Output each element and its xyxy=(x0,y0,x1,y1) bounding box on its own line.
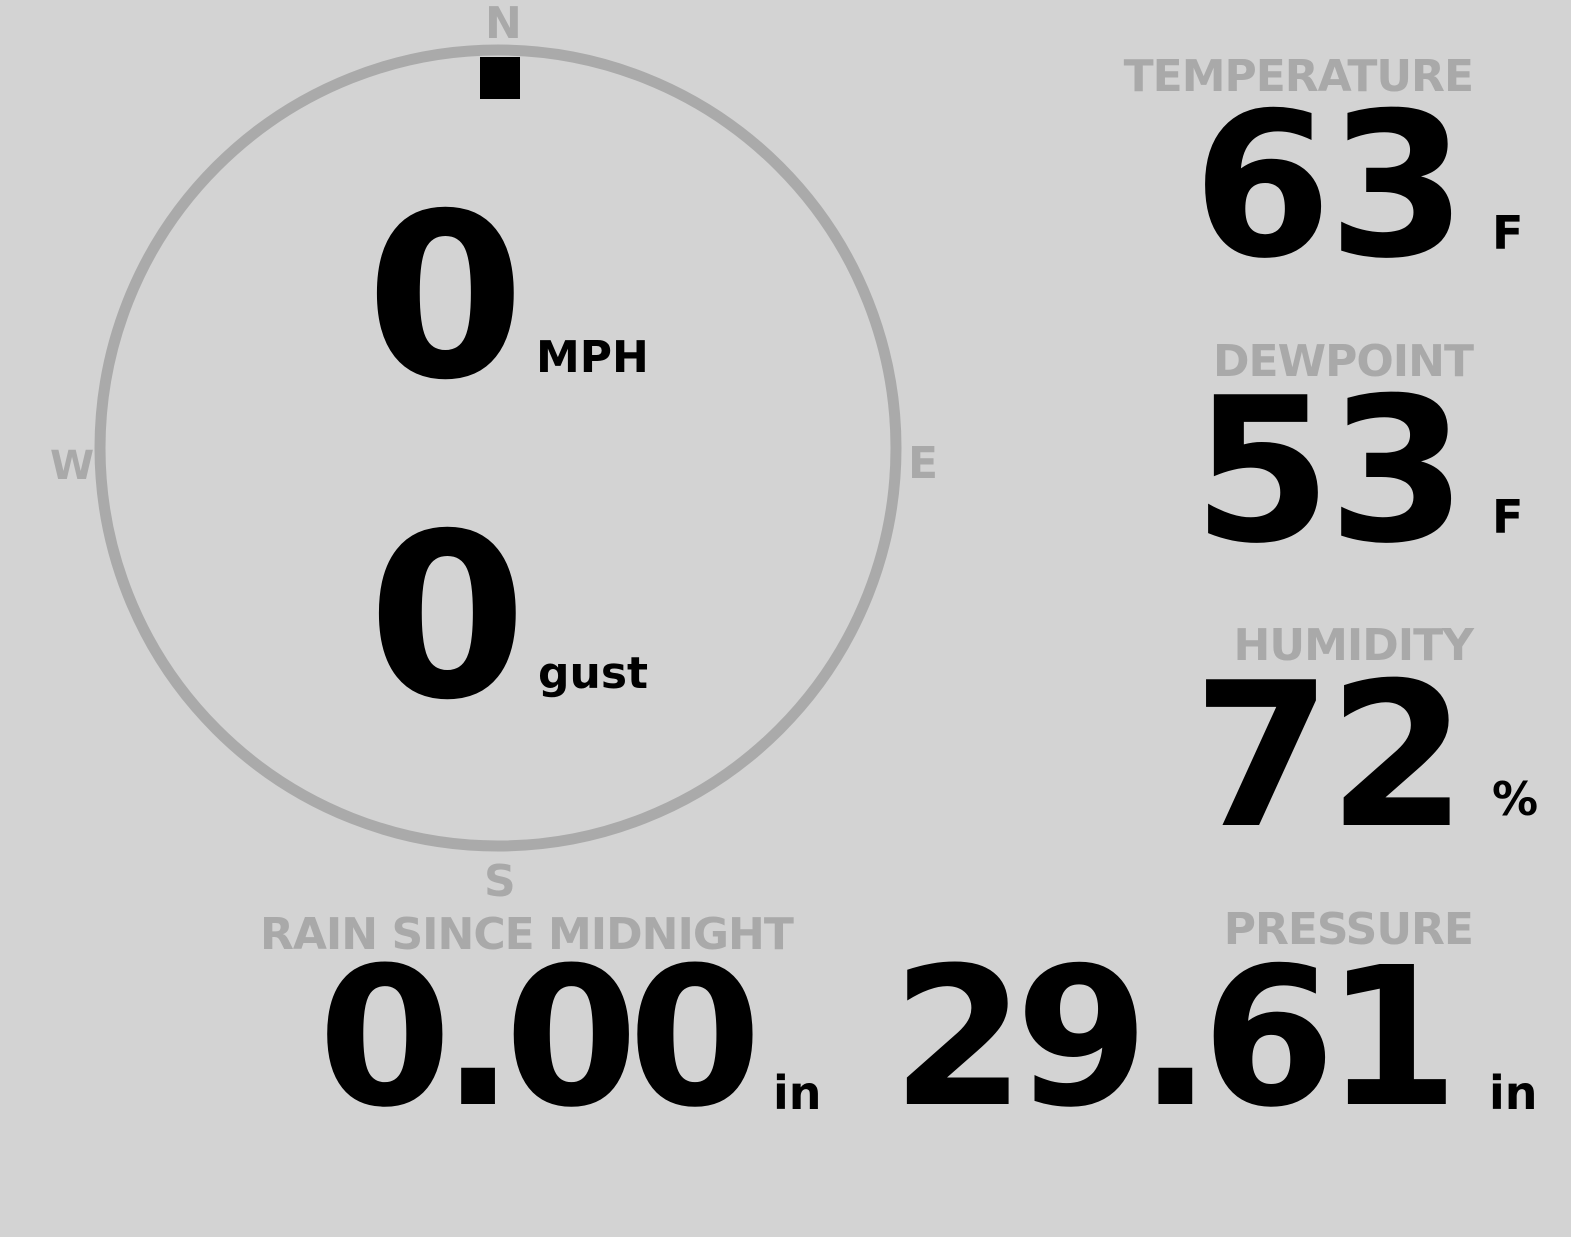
humidity-value: 72 xyxy=(1192,640,1467,873)
pressure-unit: in xyxy=(1489,1066,1538,1120)
wind-compass-dial xyxy=(94,44,902,852)
humidity-card: HUMIDITY xyxy=(1233,620,1474,671)
humidity-label: HUMIDITY xyxy=(1233,620,1474,671)
compass-south-label: S xyxy=(484,856,516,907)
wind-direction-marker xyxy=(480,57,520,99)
dewpoint-value: 53 xyxy=(1192,355,1467,588)
dewpoint-unit: F xyxy=(1492,490,1524,544)
pressure-card: PRESSURE xyxy=(1223,904,1474,955)
temperature-unit: F xyxy=(1492,206,1524,260)
wind-speed-unit: MPH xyxy=(536,332,649,383)
wind-gust-value: 0 xyxy=(368,484,527,750)
rain-label: RAIN SINCE MIDNIGHT xyxy=(260,909,794,960)
compass-ring xyxy=(94,44,902,852)
temperature-label: TEMPERATURE xyxy=(1123,51,1474,102)
pressure-label: PRESSURE xyxy=(1223,904,1474,955)
compass-east-label: E xyxy=(908,438,939,489)
temperature-value: 63 xyxy=(1192,70,1467,303)
compass-west-label: W xyxy=(50,443,95,489)
wind-gust-unit: gust xyxy=(538,648,649,699)
pressure-value: 29.61 xyxy=(891,927,1459,1150)
wind-speed-value: 0 xyxy=(366,164,525,430)
compass-north-label: N xyxy=(485,0,522,49)
humidity-unit: % xyxy=(1492,772,1539,826)
rain-unit: in xyxy=(773,1066,822,1120)
temperature-card: TEMPERATURE xyxy=(1123,51,1474,102)
dewpoint-label: DEWPOINT xyxy=(1213,336,1474,387)
dewpoint-card: DEWPOINT xyxy=(1213,336,1474,387)
rain-value: 0.00 xyxy=(318,927,762,1150)
